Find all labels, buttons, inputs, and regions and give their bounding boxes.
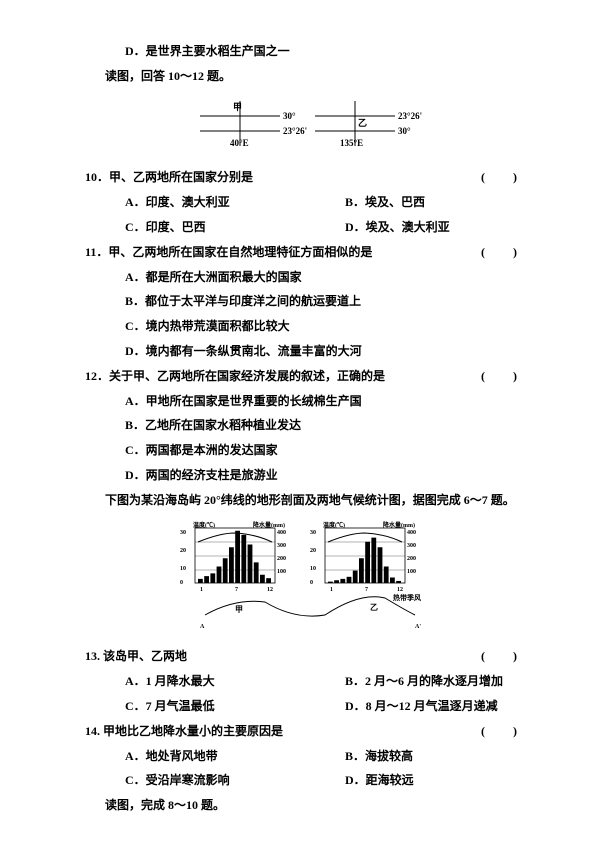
q12-c: C．两国都是本洲的发达国家 bbox=[85, 439, 525, 462]
q12-a: A．甲地所在国家是世界重要的长绒棉生产国 bbox=[85, 390, 525, 413]
svg-text:降水量(mm): 降水量(mm) bbox=[383, 521, 415, 529]
q13-d: D．8 月～12 月气温逐月递减 bbox=[345, 695, 498, 718]
q13-a: A．1 月降水最大 bbox=[125, 670, 215, 693]
bracket: ( ) bbox=[481, 365, 525, 388]
svg-text:温度(℃): 温度(℃) bbox=[323, 521, 345, 529]
q13-stem: ( )13. 该岛甲、乙两地 bbox=[85, 645, 525, 668]
diagram-coordinates: 甲 30° 23°26' 40°E 乙 23°26' 30° 135°E bbox=[85, 96, 525, 159]
svg-text:0: 0 bbox=[310, 580, 313, 586]
q14-a: A．地处背风地带 bbox=[125, 745, 218, 768]
q10-row-ab: A．印度、澳大利亚 B．埃及、巴西 bbox=[85, 191, 525, 214]
bracket: ( ) bbox=[481, 645, 525, 668]
q13-row-ab: A．1 月降水最大 B．2 月～6 月的降水逐月增加 bbox=[85, 670, 525, 693]
svg-text:热带季风: 热带季风 bbox=[393, 593, 421, 602]
q10-a: A．印度、澳大利亚 bbox=[125, 191, 230, 214]
svg-text:20: 20 bbox=[180, 548, 186, 554]
svg-text:乙: 乙 bbox=[370, 603, 378, 612]
option-d-rice: D．是世界主要水稻生产国之一 bbox=[85, 40, 525, 63]
svg-text:30°: 30° bbox=[283, 111, 296, 121]
q13-b: B．2 月～6 月的降水逐月增加 bbox=[345, 670, 503, 693]
svg-text:12: 12 bbox=[397, 587, 403, 593]
svg-text:30: 30 bbox=[310, 530, 316, 536]
svg-text:300: 300 bbox=[407, 543, 416, 549]
q14-row-ab: A．地处背风地带 B．海拔较高 bbox=[85, 745, 525, 768]
svg-text:降水量(mm): 降水量(mm) bbox=[253, 521, 285, 529]
svg-text:40°E: 40°E bbox=[230, 138, 249, 148]
q14-b: B．海拔较高 bbox=[345, 745, 413, 768]
svg-text:23°26': 23°26' bbox=[398, 111, 422, 121]
q11-a: A．都是所在大洲面积最大的国家 bbox=[85, 266, 525, 289]
instruction-6-7: 下图为某沿海岛屿 20°纬线的地形剖面及两地气候统计图，据图完成 6～7 题。 bbox=[85, 489, 525, 512]
svg-text:甲: 甲 bbox=[235, 605, 243, 614]
svg-text:10: 10 bbox=[180, 566, 186, 572]
svg-text:200: 200 bbox=[407, 556, 416, 562]
q11-stem: ( )11．甲、乙两地所在国家在自然地理特征方面相似的是 bbox=[85, 241, 525, 264]
q14-stem: ( )14. 甲地比乙地降水量小的主要原因是 bbox=[85, 720, 525, 743]
bracket: ( ) bbox=[481, 241, 525, 264]
instruction-8-10: 读图，完成 8～10 题。 bbox=[85, 794, 525, 817]
q10-b: B．埃及、巴西 bbox=[345, 191, 425, 214]
svg-text:A': A' bbox=[415, 624, 421, 630]
q11-b: B．都位于太平洋与印度洋之间的航运要道上 bbox=[85, 290, 525, 313]
q14-c: C．受沿岸寒流影响 bbox=[125, 769, 230, 792]
svg-text:温度(℃): 温度(℃) bbox=[193, 521, 215, 529]
svg-text:100: 100 bbox=[407, 569, 416, 575]
svg-text:20: 20 bbox=[310, 548, 316, 554]
q12-b: B．乙地所在国家水稻种植业发达 bbox=[85, 414, 525, 437]
q11-c: C．境内热带荒漠面积都比较大 bbox=[85, 315, 525, 338]
svg-text:400: 400 bbox=[407, 530, 416, 536]
svg-text:12: 12 bbox=[267, 587, 273, 593]
instruction-10-12: 读图，回答 10～12 题。 bbox=[85, 65, 525, 88]
q12-stem: ( )12．关于甲、乙两地所在国家经济发展的叙述，正确的是 bbox=[85, 365, 525, 388]
svg-text:23°26': 23°26' bbox=[283, 126, 307, 136]
q12-d: D．两国的经济支柱是旅游业 bbox=[85, 464, 525, 487]
svg-text:0: 0 bbox=[180, 580, 183, 586]
svg-text:1: 1 bbox=[330, 587, 333, 593]
svg-text:7: 7 bbox=[365, 587, 368, 593]
svg-text:200: 200 bbox=[277, 556, 286, 562]
q14-d: D．距海较远 bbox=[345, 769, 414, 792]
svg-text:135°E: 135°E bbox=[340, 138, 363, 148]
bracket: ( ) bbox=[481, 720, 525, 743]
svg-text:400: 400 bbox=[277, 530, 286, 536]
svg-text:乙: 乙 bbox=[358, 118, 367, 128]
svg-text:300: 300 bbox=[277, 543, 286, 549]
jia-label: 甲 bbox=[233, 102, 242, 112]
svg-text:30°: 30° bbox=[398, 126, 411, 136]
svg-text:1: 1 bbox=[200, 587, 203, 593]
q10-c: C．印度、巴西 bbox=[125, 216, 206, 239]
diagram-climate-profile: 温度(℃) 降水量(mm) 30 20 10 0 400 300 200 100 bbox=[85, 520, 525, 638]
q11-d: D．境内都有一条纵贯南北、流量丰富的大河 bbox=[85, 340, 525, 363]
svg-text:100: 100 bbox=[277, 569, 286, 575]
q10-d: D．埃及、澳大利亚 bbox=[345, 216, 450, 239]
svg-text:7: 7 bbox=[235, 587, 238, 593]
q13-row-cd: C．7 月气温最低 D．8 月～12 月气温逐月递减 bbox=[85, 695, 525, 718]
q14-row-cd: C．受沿岸寒流影响 D．距海较远 bbox=[85, 769, 525, 792]
q10-row-cd: C．印度、巴西 D．埃及、澳大利亚 bbox=[85, 216, 525, 239]
bracket: ( ) bbox=[481, 166, 525, 189]
svg-text:30: 30 bbox=[180, 530, 186, 536]
q13-c: C．7 月气温最低 bbox=[125, 695, 215, 718]
svg-text:A: A bbox=[200, 624, 205, 630]
q10-stem: ( )10．甲、乙两地所在国家分别是 bbox=[85, 166, 525, 189]
svg-text:10: 10 bbox=[310, 566, 316, 572]
